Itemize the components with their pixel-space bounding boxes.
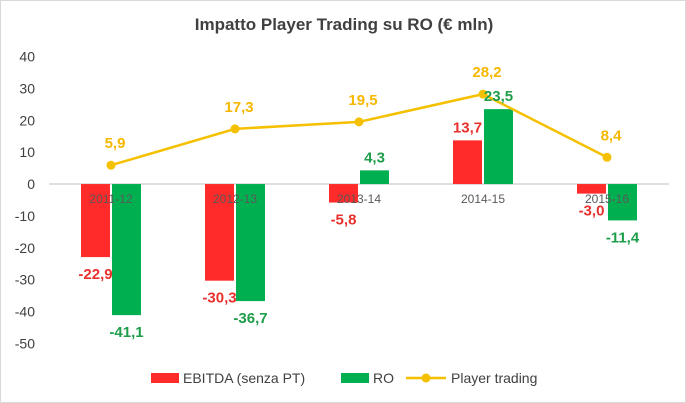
data-label-ro: -11,4	[606, 229, 640, 246]
data-labels-group: -22,9 -30,3 -5,8 13,7 -3,0 -41,1 -36,7 4,3 23,5 -…	[78, 64, 639, 341]
y-tick-label: -20	[15, 240, 35, 256]
player-trading-point	[478, 89, 488, 99]
player-trading-point	[230, 124, 240, 134]
data-label-ebitda: -3,0	[579, 203, 605, 220]
y-axis: -50 -40 -30 -20 -10 0 10 20 30 40	[15, 49, 35, 352]
player-trading-point	[106, 160, 116, 170]
bar-ro	[608, 184, 637, 221]
legend-swatch	[341, 373, 369, 383]
legend: EBITDA (senza PT) RO Player trading	[151, 370, 537, 386]
data-label-player-trading: 5,9	[105, 135, 126, 152]
data-label-ebitda: 13,7	[453, 119, 482, 136]
y-tick-label: 10	[19, 144, 35, 160]
bars-group	[81, 109, 637, 316]
data-label-player-trading: 8,4	[601, 127, 623, 144]
player-trading-point	[602, 152, 612, 162]
bar-ebitda	[577, 184, 606, 194]
x-tick-label: 2015-16	[585, 192, 629, 206]
bar-ebitda	[329, 184, 358, 203]
data-label-ebitda: -30,3	[202, 290, 236, 307]
y-tick-label: -40	[15, 304, 35, 320]
data-label-ro: -41,1	[109, 324, 143, 341]
y-tick-label: 40	[19, 49, 35, 65]
y-tick-label: 30	[19, 80, 35, 96]
y-tick-label: 20	[19, 112, 35, 128]
data-label-ebitda: -5,8	[331, 212, 357, 229]
legend-label: Player trading	[451, 370, 537, 386]
bar-ebitda	[81, 184, 110, 258]
legend-label: EBITDA (senza PT)	[183, 370, 305, 386]
data-label-player-trading: 17,3	[224, 99, 253, 116]
y-tick-label: -30	[15, 272, 35, 288]
chart-title: Impatto Player Trading su RO (€ mln)	[195, 15, 494, 34]
data-label-ro: 4,3	[364, 149, 385, 166]
y-tick-label: 0	[27, 176, 35, 192]
x-tick-label: 2013-14	[337, 192, 381, 206]
bar-ebitda	[453, 140, 482, 185]
legend-marker	[421, 373, 431, 383]
bar-ro	[360, 170, 389, 185]
data-label-ro: -36,7	[233, 310, 267, 327]
bar-ebitda	[205, 184, 234, 281]
y-tick-label: -50	[15, 336, 35, 352]
bar-ro	[112, 184, 141, 316]
x-tick-label: 2014-15	[461, 192, 505, 206]
x-tick-label: 2012-13	[213, 192, 257, 206]
legend-label: RO	[373, 370, 394, 386]
y-tick-label: -10	[15, 208, 35, 224]
legend-item: Player trading	[406, 370, 537, 386]
data-label-player-trading: 28,2	[472, 64, 501, 81]
x-axis-labels: 2011-12 2012-13 2013-14 2014-15 2015-16	[89, 192, 629, 206]
x-tick-label: 2011-12	[89, 192, 132, 206]
legend-item: RO	[341, 370, 394, 386]
data-label-ro: 23,5	[484, 88, 513, 105]
bar-ro	[484, 109, 513, 185]
legend-swatch	[151, 373, 179, 383]
player-trading-point	[354, 117, 364, 127]
line-series-group	[106, 89, 612, 170]
bar-ro	[236, 184, 265, 302]
data-label-player-trading: 19,5	[348, 92, 377, 109]
legend-item: EBITDA (senza PT)	[151, 370, 305, 386]
data-label-ebitda: -22,9	[78, 266, 112, 283]
